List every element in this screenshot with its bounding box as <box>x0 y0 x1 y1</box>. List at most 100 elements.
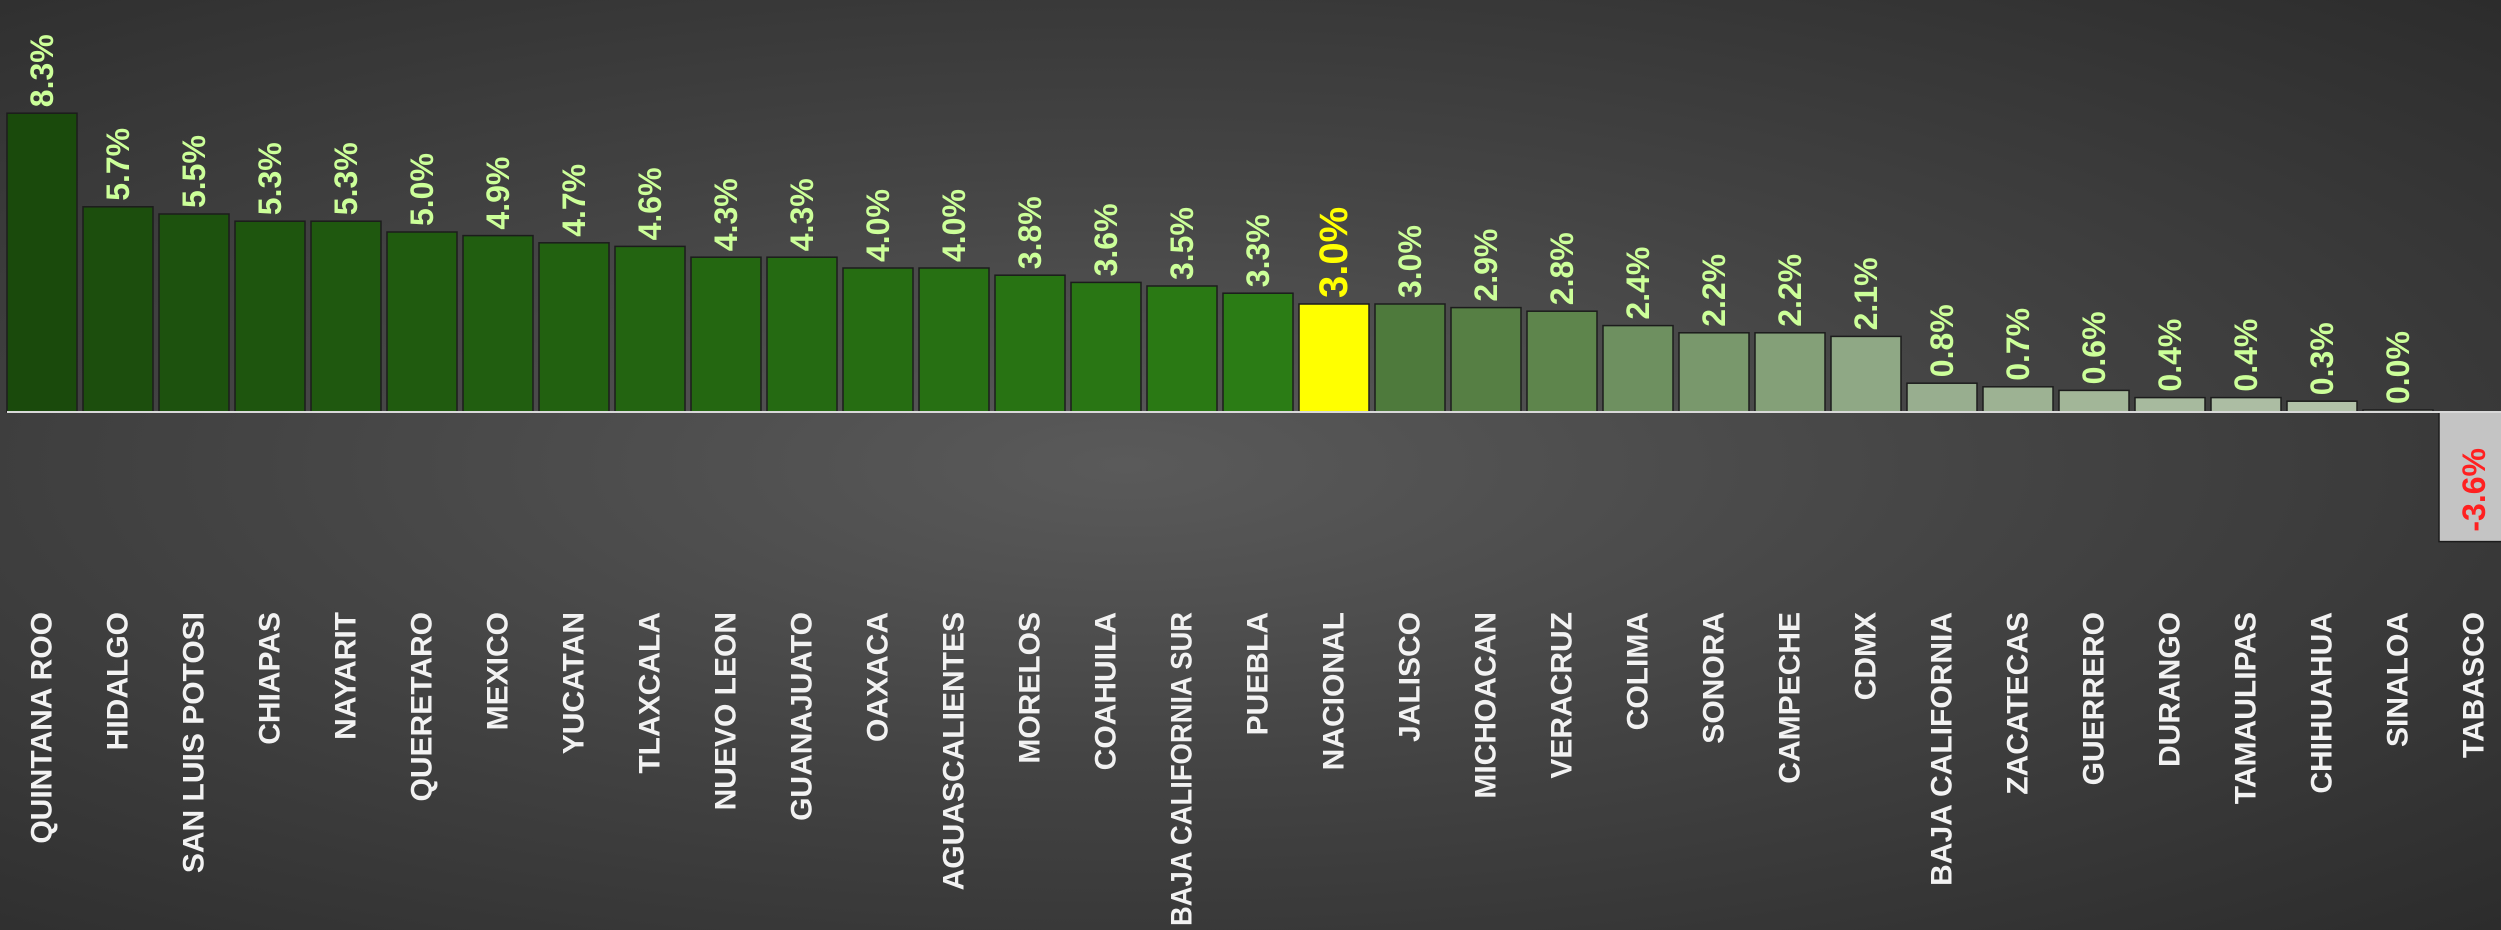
value-label-oaxaca: 4.0% <box>860 189 896 262</box>
category-label-guanajuato: GUANAJUATO <box>786 612 819 821</box>
category-label-hidalgo: HIDALGO <box>102 612 135 750</box>
category-label-oaxaca: OAXACA <box>862 612 895 742</box>
category-label-nayarit: NAYARIT <box>330 612 363 740</box>
value-label-tabasco: -3.6% <box>2456 448 2492 532</box>
category-label-mexico: MEXICO <box>482 612 515 730</box>
category-label-morelos: MORELOS <box>1014 612 1047 764</box>
category-label-yucatan: YUCATAN <box>558 612 591 754</box>
category-label-cdmx: CDMX <box>1850 612 1883 700</box>
bar-guerrero <box>2058 389 2130 413</box>
bar-baja-california-sur <box>1146 285 1218 413</box>
value-label-cdmx: 2.1% <box>1848 257 1884 330</box>
bar-sonora <box>1678 332 1750 413</box>
bar-tamaulipas <box>2210 396 2282 413</box>
value-label-hidalgo: 5.7% <box>100 128 136 201</box>
value-label-campeche: 2.2% <box>1772 254 1808 327</box>
bar-hidalgo <box>82 206 154 413</box>
bar-baja-california <box>1906 382 1978 413</box>
category-label-tamaulipas: TAMAULIPAS <box>2230 612 2263 804</box>
value-label-chiapas: 5.3% <box>252 142 288 215</box>
category-label-colima: COLIMA <box>1622 612 1655 730</box>
category-label-chiapas: CHIAPAS <box>254 612 287 745</box>
bar-mexico <box>462 234 534 413</box>
value-label-yucatan: 4.7% <box>556 164 592 237</box>
bar-campeche <box>1754 332 1826 413</box>
category-label-puebla: PUEBLA <box>1242 612 1275 735</box>
bar-morelos <box>994 274 1066 413</box>
value-label-jalisco: 3.0% <box>1392 225 1428 298</box>
category-label-jalisco: JALISCO <box>1394 612 1427 742</box>
bar-durango <box>2134 396 2206 413</box>
value-label-coahuila: 3.6% <box>1088 203 1124 276</box>
category-label-sonora: SONORA <box>1698 612 1731 744</box>
bar-nayarit <box>310 220 382 413</box>
category-label-campeche: CAMPECHE <box>1774 612 1807 784</box>
bar-quintana-roo <box>6 112 78 413</box>
bar-cdmx <box>1830 335 1902 413</box>
bar-nuevo-leon <box>690 256 762 413</box>
category-label-nuevo-leon: NUEVO LEON <box>710 612 743 810</box>
category-label-veracruz: VERACRUZ <box>1546 612 1579 779</box>
category-label-michoacan: MICHOACAN <box>1470 612 1503 799</box>
value-label-tlaxcala: 4.6% <box>632 167 668 240</box>
bar-queretaro <box>386 231 458 413</box>
bar-veracruz <box>1526 310 1598 413</box>
value-label-guanajuato: 4.3% <box>784 178 820 251</box>
category-label-coahuila: COAHUILA <box>1090 612 1123 770</box>
category-label-nacional: NACIONAL <box>1318 612 1351 770</box>
category-label-baja-california-sur: BAJA CALIFORNIA SUR <box>1166 612 1199 926</box>
value-label-sinaloa: 0.0% <box>2380 331 2416 404</box>
value-label-tamaulipas: 0.4% <box>2228 319 2264 392</box>
value-label-san-luis-potosi: 5.5% <box>176 135 212 208</box>
bar-chihuahua <box>2286 400 2358 413</box>
value-label-sonora: 2.2% <box>1696 254 1732 327</box>
value-label-nayarit: 5.3% <box>328 142 364 215</box>
bar-guanajuato <box>766 256 838 413</box>
value-label-nuevo-leon: 4.3% <box>708 178 744 251</box>
category-label-tlaxcala: TLAXCALA <box>634 612 667 774</box>
category-label-queretaro: QUERETARO <box>406 612 439 801</box>
value-label-guerrero: 0.6% <box>2076 311 2112 384</box>
bar-colima <box>1602 324 1674 413</box>
category-label-durango: DURANGO <box>2154 612 2187 767</box>
value-label-baja-california-sur: 3.5% <box>1164 207 1200 280</box>
value-label-aguascalientes: 4.0% <box>936 189 972 262</box>
value-label-nacional: 3.0% <box>1312 207 1356 298</box>
value-label-baja-california: 0.8% <box>1924 304 1960 377</box>
bar-aguascalientes <box>918 267 990 413</box>
value-label-chihuahua: 0.3% <box>2304 322 2340 395</box>
value-label-durango: 0.4% <box>2152 319 2188 392</box>
bar-coahuila <box>1070 281 1142 413</box>
bar-san-luis-potosi <box>158 213 230 413</box>
value-label-veracruz: 2.8% <box>1544 232 1580 305</box>
value-label-morelos: 3.8% <box>1012 196 1048 269</box>
bar-michoacan <box>1450 306 1522 413</box>
value-label-zacatecas: 0.7% <box>2000 308 2036 381</box>
value-label-puebla: 3.3% <box>1240 214 1276 287</box>
bar-jalisco <box>1374 303 1446 413</box>
value-label-mexico: 4.9% <box>480 157 516 230</box>
bar-oaxaca <box>842 267 914 413</box>
category-label-zacatecas: ZACATECAS <box>2002 612 2035 795</box>
category-label-chihuahua: CHIHUAHUA <box>2306 612 2339 794</box>
value-label-quintana-roo: 8.3% <box>24 34 60 107</box>
category-label-tabasco: TABASCO <box>2458 612 2491 758</box>
category-label-guerrero: GUERRERO <box>2078 612 2111 785</box>
category-label-aguascalientes: AGUASCALIENTES <box>938 612 971 890</box>
bars-group <box>6 112 2501 543</box>
category-label-quintana-roo: QUINTANA ROO <box>26 612 59 844</box>
value-label-colima: 2.4% <box>1620 247 1656 320</box>
category-labels-group: QUINTANA ROO HIDALGO SAN LUIS POTOSI CHIAPA… <box>26 612 2491 926</box>
category-label-san-luis-potosi: SAN LUIS POTOSI <box>178 612 211 873</box>
bar-yucatan <box>538 242 610 413</box>
bar-chiapas <box>234 220 306 413</box>
bar-tlaxcala <box>614 245 686 413</box>
bar-nacional <box>1298 303 1370 413</box>
category-label-sinaloa: SINALOA <box>2382 612 2415 747</box>
category-label-baja-california: BAJA CALIFORNIA <box>1926 612 1959 886</box>
value-label-michoacan: 2.9% <box>1468 229 1504 302</box>
value-labels-group: 8.3% 5.7% 5.5% 5.3% 5.3% 5.0% 4.9% 4.7% 4.6% 4.3%… <box>24 34 2492 531</box>
bar-zacatecas <box>1982 386 2054 413</box>
bar-puebla <box>1222 292 1294 413</box>
